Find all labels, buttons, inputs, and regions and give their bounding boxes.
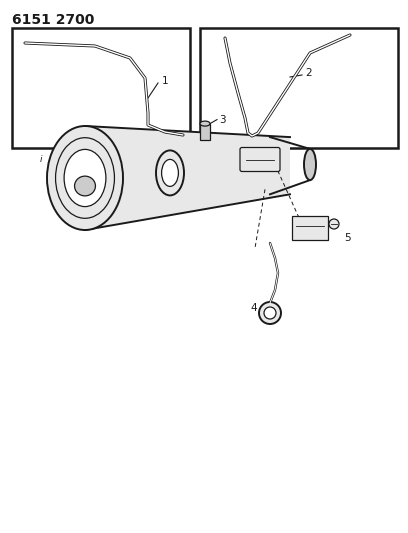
Ellipse shape: [264, 307, 276, 319]
Polygon shape: [85, 126, 290, 230]
Ellipse shape: [304, 149, 316, 180]
Text: 4: 4: [250, 303, 257, 313]
Bar: [292, 216, 328, 240]
FancyBboxPatch shape: [240, 148, 280, 172]
Ellipse shape: [64, 149, 106, 207]
Ellipse shape: [162, 159, 178, 187]
Text: 1: 1: [162, 76, 169, 86]
Text: 6151 2700: 6151 2700: [12, 13, 94, 27]
Text: i: i: [40, 155, 42, 164]
Ellipse shape: [47, 126, 123, 230]
Ellipse shape: [259, 302, 281, 324]
Text: 5: 5: [344, 233, 350, 243]
Bar: [12, 28, 190, 148]
Ellipse shape: [156, 150, 184, 196]
Bar: [200, 28, 398, 148]
Ellipse shape: [200, 121, 210, 126]
Ellipse shape: [55, 138, 115, 219]
Bar: [200, 124, 210, 140]
Ellipse shape: [329, 219, 339, 229]
Text: 3: 3: [219, 115, 226, 125]
Ellipse shape: [75, 176, 95, 196]
Text: 2: 2: [305, 68, 312, 78]
